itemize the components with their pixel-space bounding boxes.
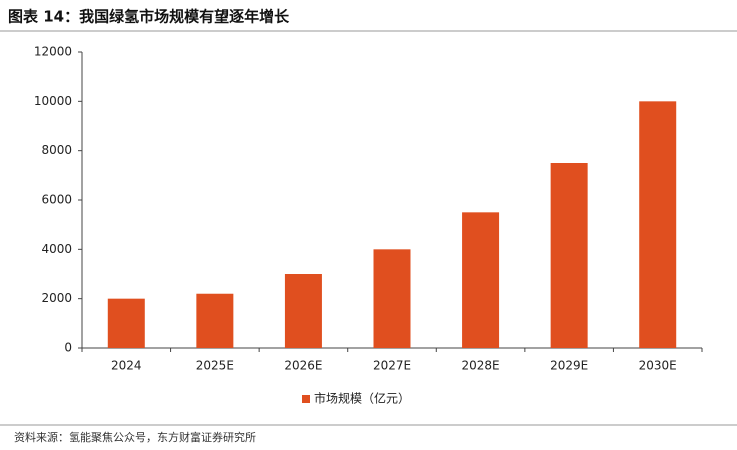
bar — [373, 249, 411, 348]
y-tick-label: 12000 — [34, 45, 72, 59]
bar — [639, 101, 677, 348]
x-tick-label: 2026E — [284, 359, 322, 373]
y-tick-label: 8000 — [41, 143, 72, 157]
bar — [462, 212, 500, 348]
bar — [107, 298, 145, 348]
bar — [196, 293, 234, 348]
y-tick-label: 6000 — [41, 193, 72, 207]
x-tick-label: 2028E — [462, 359, 500, 373]
bar — [550, 163, 588, 348]
x-tick-label: 2025E — [196, 359, 234, 373]
legend-label: 市场规模（亿元） — [314, 391, 410, 406]
y-tick-label: 10000 — [34, 94, 72, 108]
y-tick-label: 4000 — [41, 242, 72, 256]
legend-swatch — [302, 395, 310, 403]
x-tick-label: 2027E — [373, 359, 411, 373]
chart-title: 图表 14：我国绿氢市场规模有望逐年增长 — [8, 8, 290, 26]
y-tick-label: 2000 — [41, 291, 72, 305]
y-tick-label: 0 — [64, 341, 72, 355]
bar — [284, 274, 322, 348]
x-tick-label: 2030E — [639, 359, 677, 373]
source-note: 资料来源：氢能聚焦公众号，东方财富证券研究所 — [14, 430, 256, 444]
x-tick-label: 2029E — [550, 359, 588, 373]
x-tick-label: 2024 — [111, 359, 142, 373]
